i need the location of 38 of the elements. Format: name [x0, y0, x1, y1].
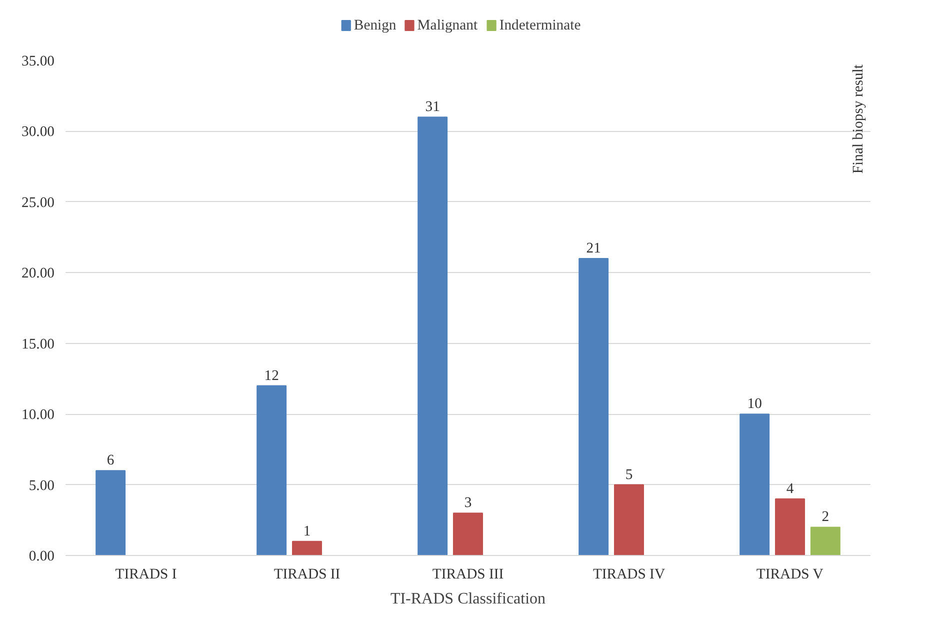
bar — [775, 498, 805, 556]
legend-label: Indeterminate — [499, 18, 581, 34]
bar — [418, 116, 448, 556]
bar — [578, 258, 609, 556]
x-tick-label: TIRADS II — [274, 566, 340, 582]
data-label: 2 — [822, 509, 830, 526]
bar — [96, 470, 126, 556]
y-tick-label: 20.00 — [22, 266, 55, 282]
y-tick-label: 5.00 — [28, 478, 55, 494]
bar — [453, 512, 483, 556]
data-label: 1 — [303, 523, 311, 540]
legend-label: Malignant — [417, 18, 478, 34]
x-tick-label: TIRADS I — [115, 566, 177, 582]
bar — [740, 414, 770, 556]
bar — [256, 385, 287, 556]
data-label: 3 — [464, 495, 472, 512]
bar — [810, 526, 840, 556]
data-label: 31 — [425, 99, 440, 116]
data-label: 12 — [264, 368, 279, 384]
legend-label: Benign — [354, 18, 397, 34]
y-tick-label: 30.00 — [22, 124, 55, 140]
y-tick-label: 0.00 — [28, 548, 55, 564]
bar — [292, 540, 322, 556]
x-axis-title: TI-RADS Classification — [390, 590, 546, 608]
y-tick-label: 15.00 — [22, 336, 55, 352]
x-tick-label: TIRADS III — [432, 566, 504, 582]
data-label: 21 — [586, 240, 601, 256]
annotation: Final biopsy result — [850, 64, 866, 174]
x-tick-label: TIRADS V — [756, 566, 824, 582]
data-label: 6 — [106, 452, 114, 469]
data-label: 5 — [625, 466, 633, 483]
y-tick-label: 35.00 — [22, 54, 55, 70]
x-tick-label: TIRADS IV — [592, 566, 666, 582]
data-label: 4 — [786, 480, 794, 497]
data-label: 10 — [747, 396, 762, 412]
bar — [614, 484, 644, 556]
y-tick-label: 25.00 — [22, 194, 55, 211]
y-tick-label: 10.00 — [22, 407, 55, 424]
